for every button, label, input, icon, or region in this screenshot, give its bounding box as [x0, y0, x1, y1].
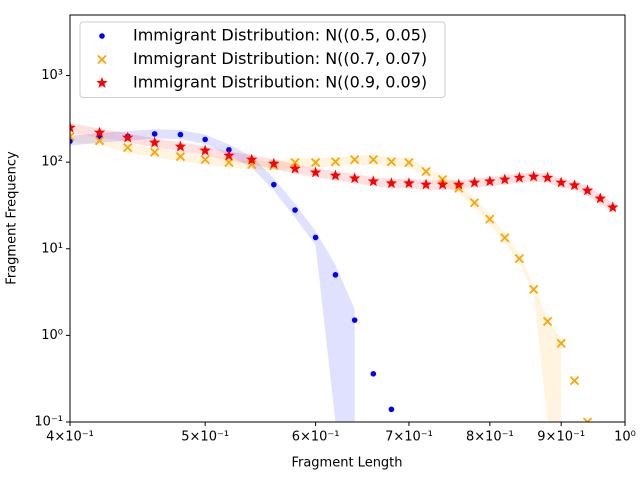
point	[513, 171, 526, 183]
point	[385, 177, 398, 189]
point	[527, 170, 540, 182]
x-tick-label: 6×10⁻¹	[292, 430, 340, 445]
point	[370, 371, 377, 377]
point	[223, 149, 235, 161]
point	[330, 157, 341, 167]
point	[556, 338, 566, 348]
point	[151, 131, 158, 137]
point	[329, 169, 342, 181]
point	[174, 140, 187, 152]
x-tick-label: 4×10⁻¹	[46, 430, 94, 445]
x-tick-label: 10⁰	[614, 430, 636, 445]
point	[581, 184, 594, 196]
x-tick-label: 8×10⁻¹	[466, 430, 514, 445]
point	[499, 173, 511, 185]
point	[292, 207, 298, 213]
legend-label: Immigrant Distribution: N((0.9, 0.09)	[133, 73, 427, 92]
point	[150, 147, 160, 157]
y-tick-label: 10⁰	[41, 328, 63, 343]
confidence-band	[70, 129, 355, 422]
x-axis-label: Fragment Length	[291, 456, 402, 471]
point	[123, 143, 133, 153]
legend-marker	[99, 33, 105, 39]
legend-marker	[97, 54, 107, 65]
point	[529, 284, 539, 294]
point	[289, 162, 301, 174]
legend-marker	[96, 77, 108, 88]
legend-label: Immigrant Distribution: N((0.7, 0.07)	[133, 49, 427, 68]
point	[607, 201, 619, 213]
point	[271, 181, 277, 188]
y-tick-label: 10¹	[41, 241, 63, 256]
point	[350, 154, 360, 165]
point	[310, 157, 321, 168]
point	[388, 406, 395, 413]
point	[469, 198, 480, 208]
point	[199, 144, 211, 156]
x-tick-label: 7×10⁻¹	[385, 430, 433, 445]
point	[290, 157, 300, 168]
point	[70, 132, 75, 142]
point	[200, 154, 210, 165]
y-tick-label: 10²	[41, 155, 63, 170]
point	[568, 179, 581, 191]
point	[122, 131, 134, 143]
point	[348, 172, 361, 184]
point	[594, 192, 606, 204]
point	[420, 178, 432, 190]
point	[94, 136, 105, 146]
point	[403, 177, 415, 189]
point	[386, 157, 397, 167]
point	[309, 166, 322, 178]
plot-area	[70, 121, 619, 422]
point	[436, 178, 449, 190]
point	[541, 171, 554, 183]
x-tick-label: 9×10⁻¹	[537, 430, 585, 445]
point	[582, 417, 593, 422]
x-tick-label: 5×10⁻¹	[181, 430, 229, 445]
point	[177, 131, 184, 138]
point	[404, 157, 414, 168]
legend-box	[79, 21, 446, 98]
y-tick-label: 10³	[41, 68, 63, 83]
point	[454, 183, 464, 193]
y-tick-label: 10⁻¹	[34, 415, 63, 430]
point	[268, 157, 280, 169]
point	[93, 126, 106, 138]
point	[468, 176, 481, 188]
point	[484, 175, 496, 187]
point	[453, 178, 465, 190]
point	[500, 233, 510, 243]
point	[485, 214, 495, 224]
point	[569, 376, 580, 386]
point	[514, 253, 525, 264]
legend-label: Immigrant Distribution: N((0.5, 0.05)	[133, 26, 427, 45]
y-axis-label: Fragment Frequency	[5, 151, 20, 285]
point	[368, 154, 378, 165]
point	[332, 272, 339, 278]
point	[542, 316, 553, 327]
point	[312, 234, 319, 241]
axes-frame	[69, 14, 626, 423]
point	[421, 166, 431, 177]
point	[202, 136, 208, 143]
legend: Immigrant Distribution: N((0.5, 0.05) Imm…	[79, 21, 446, 98]
point	[555, 176, 567, 188]
point	[148, 136, 161, 148]
point	[70, 121, 76, 133]
point	[367, 175, 380, 187]
point	[351, 317, 358, 323]
point	[175, 151, 186, 162]
point	[246, 153, 258, 165]
